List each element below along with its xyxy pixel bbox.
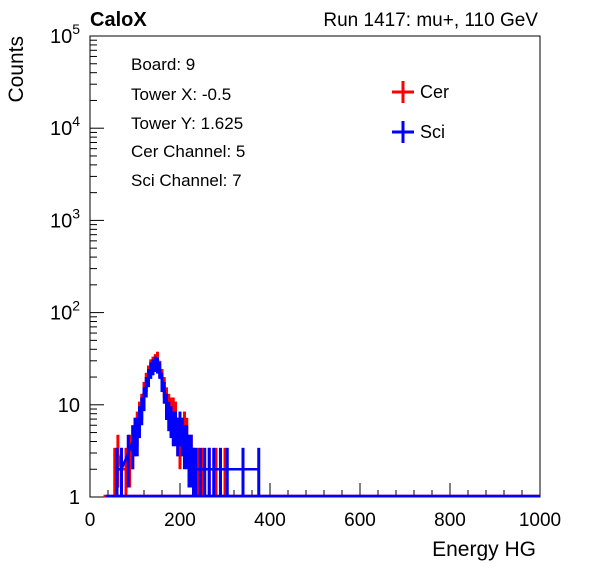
legend: Cer Sci xyxy=(392,81,449,143)
info-cer-channel: Cer Channel: 5 xyxy=(131,142,245,161)
y-tick-label: 105 xyxy=(50,21,80,48)
x-axis-title: Energy HG xyxy=(432,538,536,561)
series-layer xyxy=(103,351,540,498)
series-sci xyxy=(105,356,540,498)
info-board: Board: 9 xyxy=(131,55,195,74)
y-tick-label: 10 xyxy=(58,395,80,417)
legend-marker-sci xyxy=(392,121,414,143)
y-tick-label: 102 xyxy=(50,298,80,325)
y-tick-label: 1 xyxy=(69,487,80,509)
experiment-label: CaloX xyxy=(90,9,147,31)
x-tick-label: 800 xyxy=(434,510,466,531)
run-label: Run 1417: mu+, 110 GeV xyxy=(323,10,538,31)
x-tick-label: 400 xyxy=(254,510,286,531)
y-tick-label: 103 xyxy=(50,205,80,232)
legend-label-sci: Sci xyxy=(420,122,445,142)
x-tick-label: 1000 xyxy=(519,510,561,531)
info-sci-channel: Sci Channel: 7 xyxy=(131,171,242,190)
info-box: Board: 9 Tower X: -0.5 Tower Y: 1.625 Ce… xyxy=(131,55,245,190)
y-axis-title: Counts xyxy=(5,36,28,103)
plot-frame xyxy=(89,35,541,498)
legend-label-cer: Cer xyxy=(420,82,449,102)
info-tower-x: Tower X: -0.5 xyxy=(131,85,231,104)
x-tick-label: 200 xyxy=(164,510,196,531)
info-tower-y: Tower Y: 1.625 xyxy=(131,114,243,133)
x-tick-label: 600 xyxy=(344,510,376,531)
y-tick-label: 104 xyxy=(50,113,80,140)
x-tick-label: 0 xyxy=(85,510,96,531)
legend-marker-cer xyxy=(392,81,414,103)
